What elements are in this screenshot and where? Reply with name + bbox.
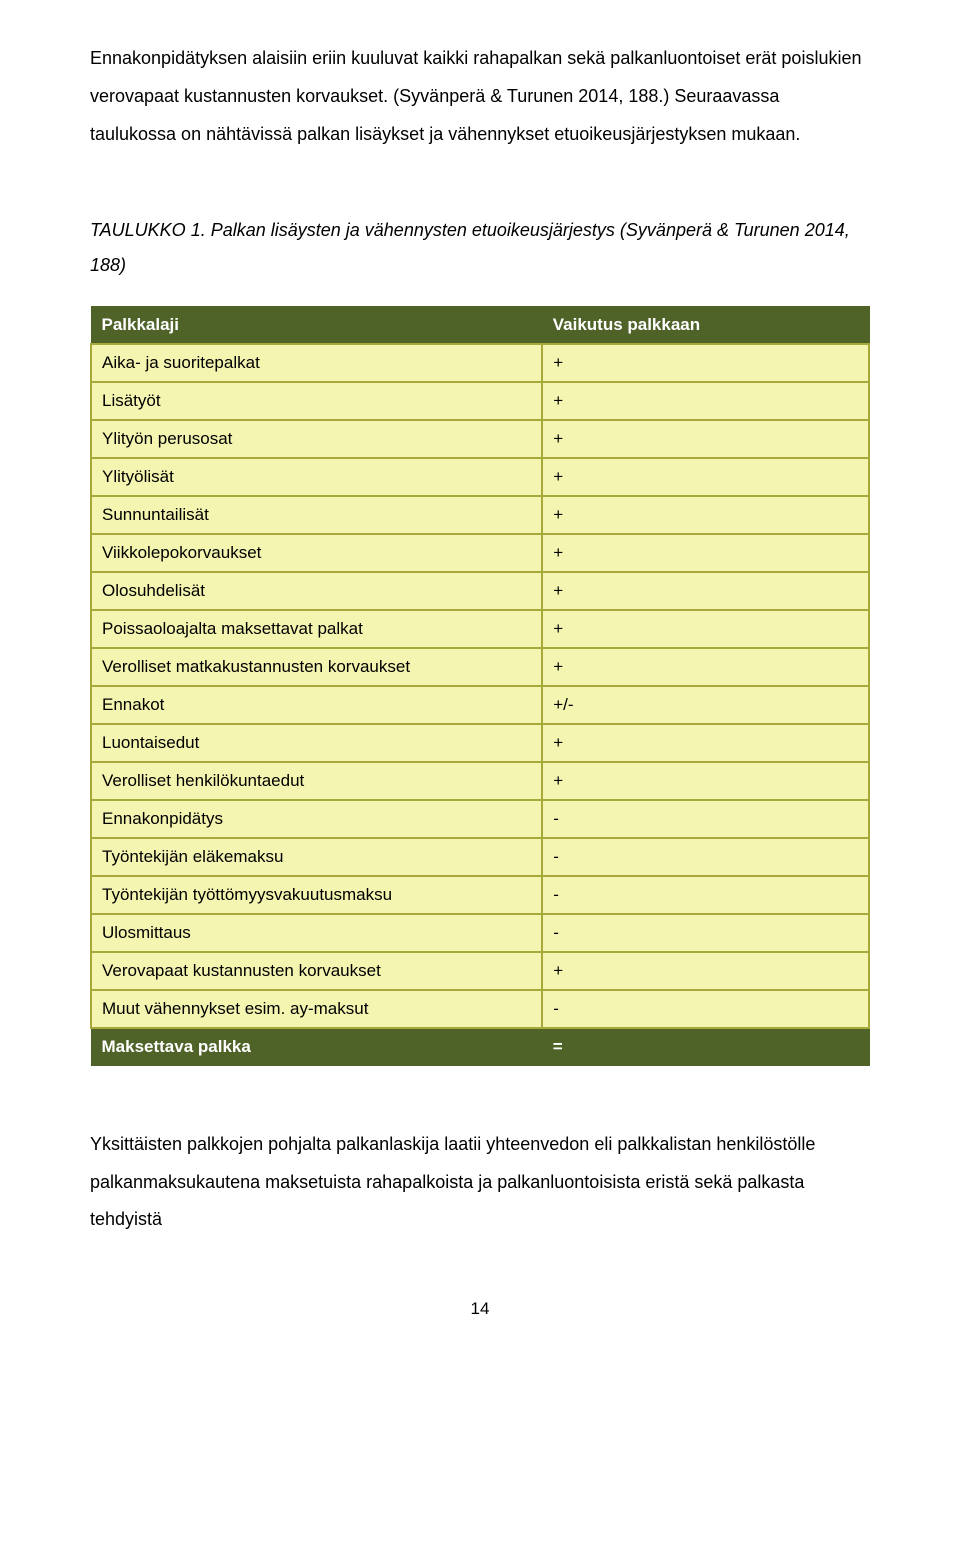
cell-palkkalaji: Sunnuntailisät bbox=[91, 496, 542, 534]
cell-vaikutus: + bbox=[542, 762, 869, 800]
table-row: Ylityön perusosat+ bbox=[91, 420, 869, 458]
cell-vaikutus: + bbox=[542, 610, 869, 648]
cell-vaikutus: - bbox=[542, 876, 869, 914]
page-number: 14 bbox=[90, 1299, 870, 1319]
table-row: Ulosmittaus- bbox=[91, 914, 869, 952]
cell-palkkalaji: Ylityön perusosat bbox=[91, 420, 542, 458]
table-row: Muut vähennykset esim. ay-maksut- bbox=[91, 990, 869, 1028]
table-row: Työntekijän työttömyysvakuutusmaksu- bbox=[91, 876, 869, 914]
table-caption: TAULUKKO 1. Palkan lisäysten ja vähennys… bbox=[90, 213, 870, 281]
cell-palkkalaji: Ylityölisät bbox=[91, 458, 542, 496]
cell-palkkalaji: Poissaoloajalta maksettavat palkat bbox=[91, 610, 542, 648]
cell-palkkalaji: Työntekijän työttömyysvakuutusmaksu bbox=[91, 876, 542, 914]
cell-vaikutus: + bbox=[542, 534, 869, 572]
outro-paragraph: Yksittäisten palkkojen pohjalta palkanla… bbox=[90, 1126, 870, 1239]
cell-palkkalaji: Viikkolepokorvaukset bbox=[91, 534, 542, 572]
cell-palkkalaji: Verovapaat kustannusten korvaukset bbox=[91, 952, 542, 990]
cell-palkkalaji: Ulosmittaus bbox=[91, 914, 542, 952]
cell-palkkalaji: Aika- ja suoritepalkat bbox=[91, 344, 542, 382]
cell-palkkalaji: Luontaisedut bbox=[91, 724, 542, 762]
table-row: Verolliset henkilökuntaedut+ bbox=[91, 762, 869, 800]
cell-palkkalaji: Olosuhdelisät bbox=[91, 572, 542, 610]
header-vaikutus: Vaikutus palkkaan bbox=[542, 306, 869, 344]
table-row: Viikkolepokorvaukset+ bbox=[91, 534, 869, 572]
table-row: Aika- ja suoritepalkat+ bbox=[91, 344, 869, 382]
table-row: Työntekijän eläkemaksu- bbox=[91, 838, 869, 876]
table-row: Ennakonpidätys- bbox=[91, 800, 869, 838]
cell-vaikutus: + bbox=[542, 382, 869, 420]
table-row: Sunnuntailisät+ bbox=[91, 496, 869, 534]
table-row: Verolliset matkakustannusten korvaukset+ bbox=[91, 648, 869, 686]
table-row: Ylityölisät+ bbox=[91, 458, 869, 496]
cell-palkkalaji: Verolliset henkilökuntaedut bbox=[91, 762, 542, 800]
cell-palkkalaji: Muut vähennykset esim. ay-maksut bbox=[91, 990, 542, 1028]
cell-vaikutus: + bbox=[542, 344, 869, 382]
cell-vaikutus: - bbox=[542, 914, 869, 952]
header-palkkalaji: Palkkalaji bbox=[91, 306, 542, 344]
table-header-row: Palkkalaji Vaikutus palkkaan bbox=[91, 306, 869, 344]
palkkalaji-table: Palkkalaji Vaikutus palkkaan Aika- ja su… bbox=[90, 306, 870, 1066]
cell-palkkalaji: Lisätyöt bbox=[91, 382, 542, 420]
cell-palkkalaji: Ennakot bbox=[91, 686, 542, 724]
cell-vaikutus: + bbox=[542, 724, 869, 762]
footer-label: Maksettava palkka bbox=[91, 1028, 542, 1066]
cell-palkkalaji: Ennakonpidätys bbox=[91, 800, 542, 838]
footer-value: = bbox=[542, 1028, 869, 1066]
cell-palkkalaji: Verolliset matkakustannusten korvaukset bbox=[91, 648, 542, 686]
cell-vaikutus: + bbox=[542, 648, 869, 686]
cell-vaikutus: + bbox=[542, 572, 869, 610]
table-row: Lisätyöt+ bbox=[91, 382, 869, 420]
table-row: Luontaisedut+ bbox=[91, 724, 869, 762]
cell-vaikutus: +/- bbox=[542, 686, 869, 724]
cell-palkkalaji: Työntekijän eläkemaksu bbox=[91, 838, 542, 876]
table-footer-row: Maksettava palkka = bbox=[91, 1028, 869, 1066]
intro-paragraph: Ennakonpidätyksen alaisiin eriin kuuluva… bbox=[90, 40, 870, 153]
cell-vaikutus: + bbox=[542, 496, 869, 534]
table-row: Poissaoloajalta maksettavat palkat+ bbox=[91, 610, 869, 648]
cell-vaikutus: - bbox=[542, 800, 869, 838]
table-row: Olosuhdelisät+ bbox=[91, 572, 869, 610]
cell-vaikutus: - bbox=[542, 838, 869, 876]
cell-vaikutus: + bbox=[542, 458, 869, 496]
cell-vaikutus: + bbox=[542, 952, 869, 990]
table-row: Ennakot+/- bbox=[91, 686, 869, 724]
cell-vaikutus: + bbox=[542, 420, 869, 458]
cell-vaikutus: - bbox=[542, 990, 869, 1028]
table-row: Verovapaat kustannusten korvaukset+ bbox=[91, 952, 869, 990]
